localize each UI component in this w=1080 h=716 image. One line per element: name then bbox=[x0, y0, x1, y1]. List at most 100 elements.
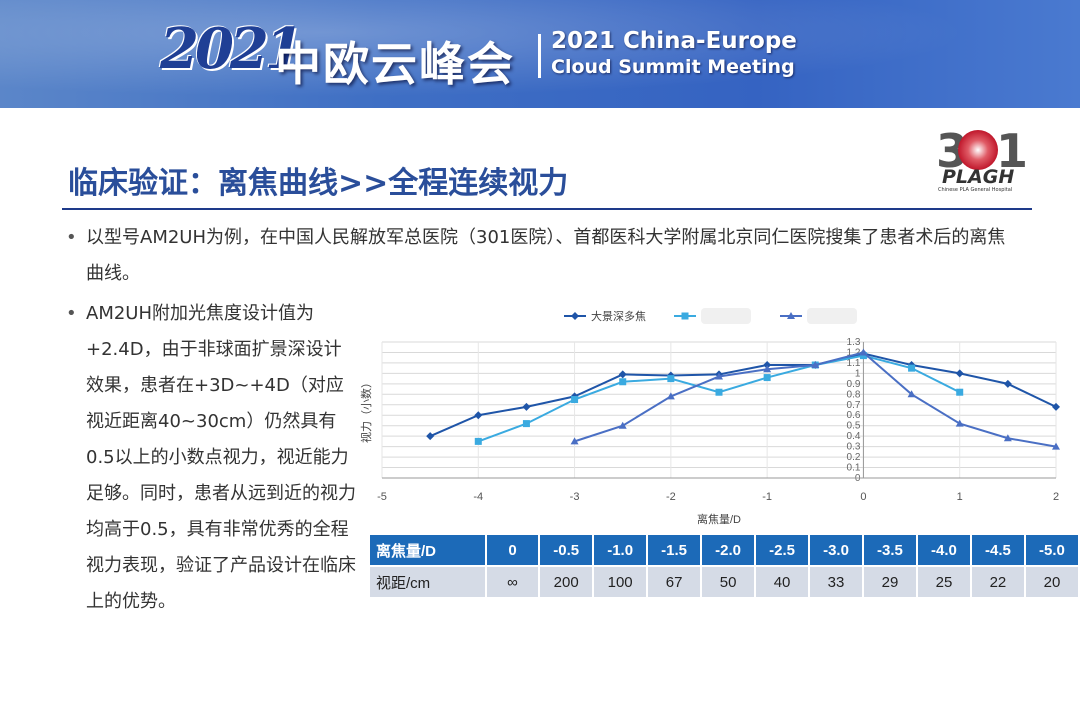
table-cell: 22 bbox=[971, 567, 1024, 597]
y-tick-label: 0.3 bbox=[847, 442, 861, 453]
bullet-1-text: 以型号AM2UH为例，在中国人民解放军总医院（301医院）、首都医科大学附属北京… bbox=[86, 227, 1006, 284]
y-tick-label: 0.4 bbox=[847, 431, 861, 442]
banner-title-en-line2: Cloud Summit Meeting bbox=[551, 56, 795, 78]
table-cell: -2.5 bbox=[756, 535, 809, 565]
table-header-distance: 视距/cm bbox=[370, 567, 485, 597]
table-cell: -1.0 bbox=[594, 535, 647, 565]
table-cell: 25 bbox=[917, 567, 970, 597]
y-tick-label: 1.3 bbox=[847, 337, 861, 348]
banner-title-en-line1: 2021 China-Europe bbox=[551, 28, 797, 54]
table-cell: 100 bbox=[594, 567, 647, 597]
data-point bbox=[763, 374, 771, 382]
y-tick-label: 0.9 bbox=[847, 379, 861, 390]
data-point bbox=[1052, 442, 1060, 450]
y-tick-label: 1.1 bbox=[847, 358, 861, 369]
table-cell: -0.5 bbox=[540, 535, 593, 565]
data-point bbox=[955, 369, 964, 378]
data-point bbox=[811, 361, 820, 369]
bullet-paragraph-1: • 以型号AM2UH为例，在中国人民解放军总医院（301医院）、首都医科大学附属… bbox=[66, 220, 1006, 292]
data-point bbox=[955, 419, 964, 427]
data-point bbox=[474, 437, 482, 445]
table-cell: -5.0 bbox=[1025, 535, 1078, 565]
legend-label-blurred bbox=[807, 308, 857, 324]
data-point bbox=[1003, 379, 1012, 388]
table-cell: -3.5 bbox=[864, 535, 916, 565]
data-point bbox=[763, 361, 772, 370]
data-point bbox=[859, 352, 867, 360]
table-cell: 67 bbox=[648, 567, 701, 597]
data-point bbox=[859, 348, 868, 356]
data-point bbox=[426, 432, 435, 441]
data-point bbox=[570, 437, 579, 445]
data-point bbox=[522, 402, 531, 411]
x-tick-label: -2 bbox=[666, 491, 676, 503]
x-tick-label: 1 bbox=[957, 491, 963, 503]
data-point bbox=[666, 392, 675, 400]
table-cell: 29 bbox=[864, 567, 916, 597]
data-point bbox=[618, 370, 627, 379]
x-tick-label: -5 bbox=[377, 491, 387, 503]
data-point bbox=[619, 378, 627, 386]
legend-marker bbox=[787, 312, 795, 319]
defocus-curve-chart: 00.10.20.30.40.50.60.70.80.911.11.21.3-5… bbox=[359, 308, 1060, 526]
data-point bbox=[667, 375, 675, 383]
x-tick-label: -1 bbox=[762, 491, 772, 503]
x-axis-title: 离焦量/D bbox=[697, 512, 741, 526]
data-point bbox=[1003, 434, 1012, 442]
table-cell: 33 bbox=[810, 567, 862, 597]
table-row-distance: 视距/cm ∞ 200 100 67 50 40 33 29 25 22 20 bbox=[370, 567, 1078, 597]
y-tick-label: 0.8 bbox=[847, 389, 861, 400]
header-banner: 2021 中欧云峰会 2021 China-Europe Cloud Summi… bbox=[0, 0, 1080, 108]
series-line-2 bbox=[477, 354, 961, 443]
series-line-1 bbox=[429, 352, 1057, 438]
y-tick-label: 0.7 bbox=[847, 400, 861, 411]
table-cell: -4.0 bbox=[917, 535, 970, 565]
legend-marker bbox=[571, 312, 579, 320]
legend-marker bbox=[681, 312, 689, 320]
table-cell: -1.5 bbox=[648, 535, 701, 565]
x-tick-label: -4 bbox=[473, 491, 483, 503]
table-cell: -4.5 bbox=[971, 535, 1024, 565]
y-tick-label: 0.2 bbox=[847, 452, 861, 463]
bullet-2-text: AM2UH附加光焦度设计值为+2.4D，由于非球面扩景深设计效果，患者在+3D~… bbox=[86, 303, 356, 612]
x-tick-label: 0 bbox=[860, 491, 866, 503]
bullet-dot-icon: • bbox=[66, 227, 77, 248]
table-header-defocus: 离焦量/D bbox=[370, 535, 485, 565]
table-cell: -3.0 bbox=[810, 535, 862, 565]
data-point bbox=[522, 420, 530, 428]
slide-title: 临床验证：离焦曲线>>全程连续视力 bbox=[68, 166, 569, 201]
defocus-distance-table: 离焦量/D 0 -0.5 -1.0 -1.5 -2.0 -2.5 -3.0 -3.5 -4.0-… bbox=[368, 533, 1080, 599]
banner-separator bbox=[538, 34, 541, 78]
legend-label: 大景深多焦 bbox=[591, 309, 646, 323]
table-row-defocus: 离焦量/D 0 -0.5 -1.0 -1.5 -2.0 -2.5 -3.0 -3.5 -4.0-… bbox=[370, 535, 1078, 565]
bullet-paragraph-2: • AM2UH附加光焦度设计值为+2.4D，由于非球面扩景深设计效果，患者在+3… bbox=[66, 296, 356, 620]
data-point bbox=[907, 390, 916, 398]
table-cell: 0 bbox=[486, 535, 539, 565]
data-point bbox=[956, 388, 964, 396]
bullet-dot-icon: • bbox=[66, 303, 77, 324]
y-tick-label: 1.2 bbox=[847, 347, 861, 358]
data-point bbox=[1052, 402, 1060, 411]
data-point bbox=[571, 396, 579, 404]
y-tick-label: 0.1 bbox=[847, 463, 861, 474]
data-point bbox=[715, 372, 723, 380]
table-cell: 20 bbox=[1025, 567, 1078, 597]
x-tick-label: -3 bbox=[570, 491, 580, 503]
data-point bbox=[474, 411, 483, 420]
logo-star-icon bbox=[958, 130, 998, 170]
legend-label-blurred bbox=[701, 308, 751, 324]
title-underline bbox=[62, 208, 1032, 210]
x-tick-label: 2 bbox=[1053, 491, 1059, 503]
data-point bbox=[618, 421, 627, 429]
y-tick-label: 1 bbox=[855, 368, 861, 379]
table-cell: 50 bbox=[702, 567, 755, 597]
y-axis-title: 视力（小数） bbox=[359, 377, 373, 443]
table-cell: -2.0 bbox=[702, 535, 755, 565]
table-cell: 40 bbox=[756, 567, 809, 597]
table-cell: ∞ bbox=[486, 567, 539, 597]
y-tick-label: 0.5 bbox=[847, 421, 861, 432]
banner-year: 2021 bbox=[160, 16, 304, 82]
data-point bbox=[908, 364, 916, 372]
y-tick-label: 0.6 bbox=[847, 410, 861, 421]
hospital-logo: 301 PLAGH Chinese PLA General Hospital bbox=[936, 124, 1032, 194]
